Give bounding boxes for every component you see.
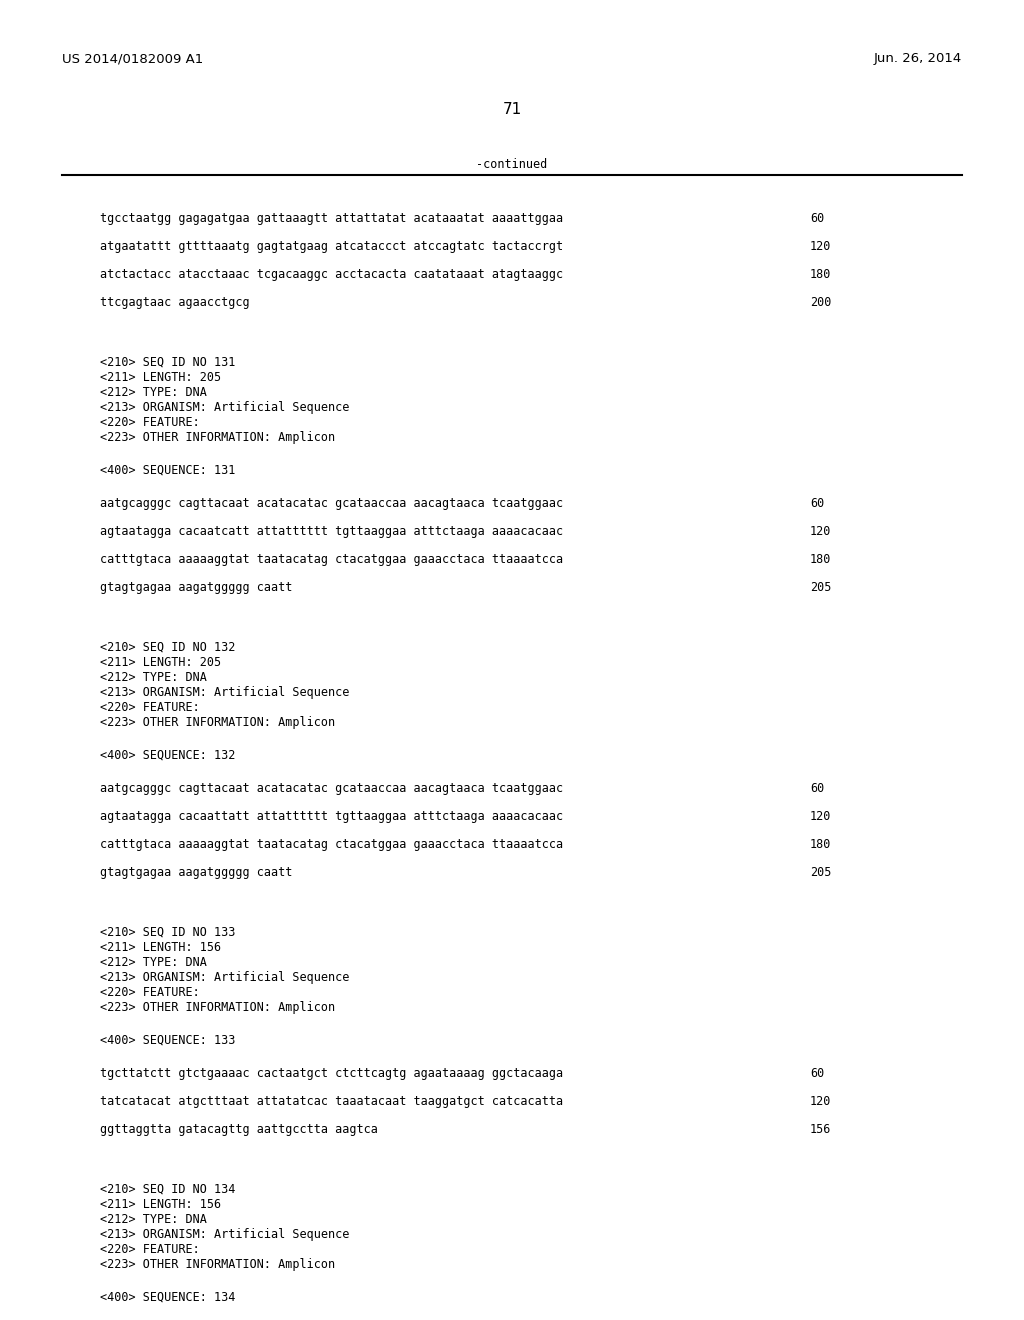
Text: <220> FEATURE:: <220> FEATURE: [100,986,200,999]
Text: 200: 200 [810,296,831,309]
Text: 60: 60 [810,213,824,224]
Text: 120: 120 [810,1096,831,1107]
Text: <210> SEQ ID NO 132: <210> SEQ ID NO 132 [100,642,236,653]
Text: 205: 205 [810,581,831,594]
Text: 60: 60 [810,1067,824,1080]
Text: agtaatagga cacaattatt attatttttt tgttaaggaa atttctaaga aaaacacaac: agtaatagga cacaattatt attatttttt tgttaag… [100,810,563,822]
Text: 205: 205 [810,866,831,879]
Text: 180: 180 [810,553,831,566]
Text: <213> ORGANISM: Artificial Sequence: <213> ORGANISM: Artificial Sequence [100,686,349,700]
Text: <213> ORGANISM: Artificial Sequence: <213> ORGANISM: Artificial Sequence [100,972,349,983]
Text: <223> OTHER INFORMATION: Amplicon: <223> OTHER INFORMATION: Amplicon [100,715,335,729]
Text: ttcgagtaac agaacctgcg: ttcgagtaac agaacctgcg [100,296,250,309]
Text: 60: 60 [810,781,824,795]
Text: tgcttatctt gtctgaaaac cactaatgct ctcttcagtg agaataaaag ggctacaaga: tgcttatctt gtctgaaaac cactaatgct ctcttca… [100,1067,563,1080]
Text: <212> TYPE: DNA: <212> TYPE: DNA [100,385,207,399]
Text: <211> LENGTH: 156: <211> LENGTH: 156 [100,1199,221,1210]
Text: <220> FEATURE:: <220> FEATURE: [100,1243,200,1257]
Text: <220> FEATURE:: <220> FEATURE: [100,701,200,714]
Text: 71: 71 [503,102,521,117]
Text: <223> OTHER INFORMATION: Amplicon: <223> OTHER INFORMATION: Amplicon [100,1258,335,1271]
Text: -continued: -continued [476,158,548,172]
Text: catttgtaca aaaaaggtat taatacatag ctacatggaa gaaacctaca ttaaaatcca: catttgtaca aaaaaggtat taatacatag ctacatg… [100,838,563,851]
Text: <223> OTHER INFORMATION: Amplicon: <223> OTHER INFORMATION: Amplicon [100,1001,335,1014]
Text: 60: 60 [810,498,824,510]
Text: aatgcagggc cagttacaat acatacatac gcataaccaa aacagtaaca tcaatggaac: aatgcagggc cagttacaat acatacatac gcataac… [100,498,563,510]
Text: <211> LENGTH: 205: <211> LENGTH: 205 [100,656,221,669]
Text: <212> TYPE: DNA: <212> TYPE: DNA [100,956,207,969]
Text: atctactacc atacctaaac tcgacaaggc acctacacta caatataaat atagtaaggc: atctactacc atacctaaac tcgacaaggc acctaca… [100,268,563,281]
Text: aatgcagggc cagttacaat acatacatac gcataaccaa aacagtaaca tcaatggaac: aatgcagggc cagttacaat acatacatac gcataac… [100,781,563,795]
Text: US 2014/0182009 A1: US 2014/0182009 A1 [62,51,203,65]
Text: <400> SEQUENCE: 133: <400> SEQUENCE: 133 [100,1034,236,1047]
Text: <213> ORGANISM: Artificial Sequence: <213> ORGANISM: Artificial Sequence [100,401,349,414]
Text: tgcctaatgg gagagatgaa gattaaagtt attattatat acataaatat aaaattggaa: tgcctaatgg gagagatgaa gattaaagtt attatta… [100,213,563,224]
Text: ggttaggtta gatacagttg aattgcctta aagtca: ggttaggtta gatacagttg aattgcctta aagtca [100,1123,378,1137]
Text: <220> FEATURE:: <220> FEATURE: [100,416,200,429]
Text: <213> ORGANISM: Artificial Sequence: <213> ORGANISM: Artificial Sequence [100,1228,349,1241]
Text: <210> SEQ ID NO 133: <210> SEQ ID NO 133 [100,927,236,939]
Text: <212> TYPE: DNA: <212> TYPE: DNA [100,671,207,684]
Text: 180: 180 [810,268,831,281]
Text: gtagtgagaa aagatggggg caatt: gtagtgagaa aagatggggg caatt [100,581,293,594]
Text: <210> SEQ ID NO 134: <210> SEQ ID NO 134 [100,1183,236,1196]
Text: <400> SEQUENCE: 134: <400> SEQUENCE: 134 [100,1291,236,1304]
Text: <210> SEQ ID NO 131: <210> SEQ ID NO 131 [100,356,236,370]
Text: <223> OTHER INFORMATION: Amplicon: <223> OTHER INFORMATION: Amplicon [100,432,335,444]
Text: agtaatagga cacaatcatt attatttttt tgttaaggaa atttctaaga aaaacacaac: agtaatagga cacaatcatt attatttttt tgttaag… [100,525,563,539]
Text: 156: 156 [810,1123,831,1137]
Text: 120: 120 [810,525,831,539]
Text: <211> LENGTH: 156: <211> LENGTH: 156 [100,941,221,954]
Text: tatcatacat atgctttaat attatatcac taaatacaat taaggatgct catcacatta: tatcatacat atgctttaat attatatcac taaatac… [100,1096,563,1107]
Text: Jun. 26, 2014: Jun. 26, 2014 [873,51,962,65]
Text: <400> SEQUENCE: 131: <400> SEQUENCE: 131 [100,465,236,477]
Text: catttgtaca aaaaaggtat taatacatag ctacatggaa gaaacctaca ttaaaatcca: catttgtaca aaaaaggtat taatacatag ctacatg… [100,553,563,566]
Text: <211> LENGTH: 205: <211> LENGTH: 205 [100,371,221,384]
Text: gtagtgagaa aagatggggg caatt: gtagtgagaa aagatggggg caatt [100,866,293,879]
Text: 120: 120 [810,240,831,253]
Text: atgaatattt gttttaaatg gagtatgaag atcataccct atccagtatc tactaccrgt: atgaatattt gttttaaatg gagtatgaag atcatac… [100,240,563,253]
Text: 180: 180 [810,838,831,851]
Text: <212> TYPE: DNA: <212> TYPE: DNA [100,1213,207,1226]
Text: <400> SEQUENCE: 132: <400> SEQUENCE: 132 [100,748,236,762]
Text: 120: 120 [810,810,831,822]
